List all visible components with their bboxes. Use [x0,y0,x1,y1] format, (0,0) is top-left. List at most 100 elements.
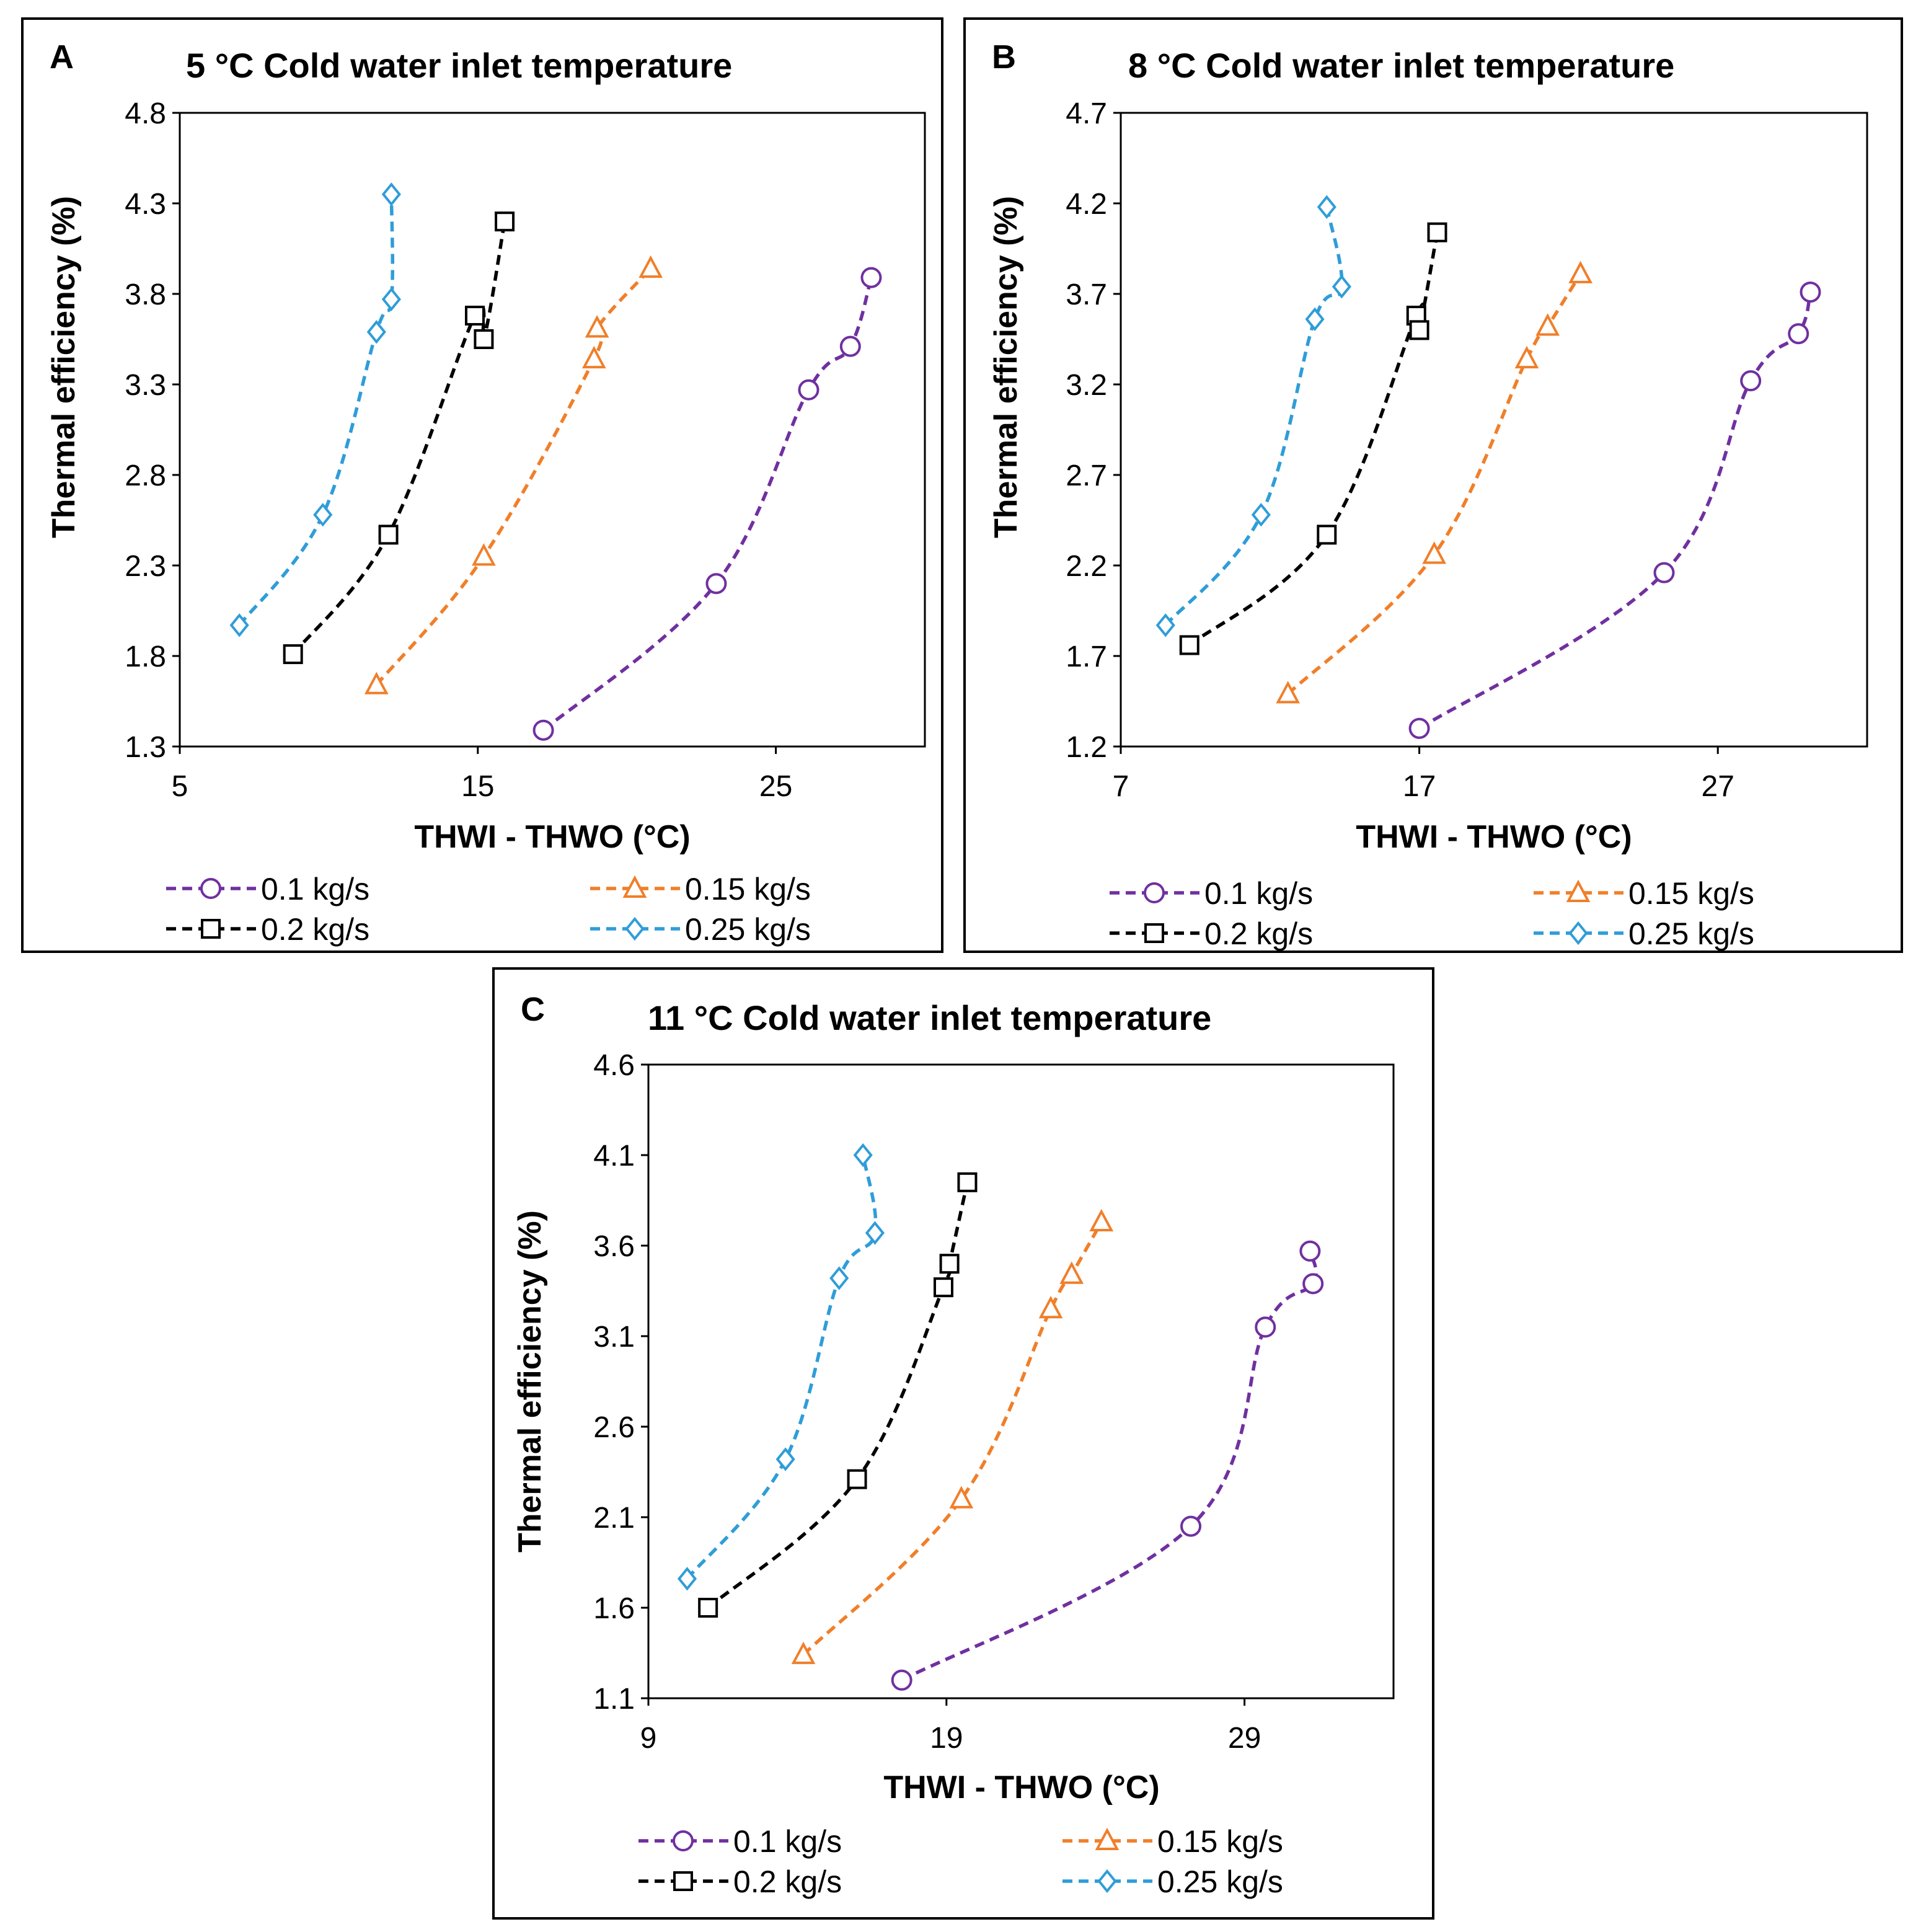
panel-a-plot-area [179,112,926,748]
panel-c-data-point [1038,1295,1063,1319]
panel-c-data-point [957,1172,978,1192]
panel-b-y-tick-label: 4.7 [1066,97,1107,130]
panel-c-legend-marker [1095,1827,1120,1850]
panel-a-data-point [798,379,819,401]
panel-c-series-line [686,1154,878,1580]
panel-a-y-tick-label: 3.8 [125,278,166,311]
panel-b-data-point [1408,717,1430,739]
panel-a-y-tick-label: 1.3 [125,731,166,764]
panel-c-frame [492,967,1434,1920]
panel-c-y-tick-label: 2.1 [593,1502,635,1535]
panel-b-title: 8 °C Cold water inlet temperature [1128,46,1674,85]
panel-b-data-point [1409,320,1429,340]
panel-c-data-point [847,1469,867,1489]
panel-a-legend-item: 0.15 kg/s [590,872,811,906]
panel-c-series-0-25 [677,1143,885,1591]
panel-c-legend-label: 0.25 kg/s [1157,1864,1283,1899]
panel-a-y-tick-label: 1.8 [125,640,166,673]
panel-c-y-tick-label: 1.1 [593,1683,635,1716]
panel-a-x-axis-title: THWI - THWO (°C) [414,819,690,855]
panel-a-legend-marker [201,919,221,939]
panel-a-legend-marker [625,916,645,941]
panel-a-series-line [238,194,395,627]
panel-a-y-tick-label: 3.3 [125,369,166,402]
panel-c-data-point [775,1447,795,1471]
panel-a-data-point [381,287,401,311]
panel-a-y-tick-label: 4.3 [125,188,166,221]
panel-a-data-point [464,306,485,326]
panel-a-y-tick-label: 2.8 [125,459,166,492]
panel-a-legend-item: 0.2 kg/s [166,912,369,947]
panel-b-legend-marker [1144,923,1164,943]
panel-b-x-axis-title: THWI - THWO (°C) [1356,819,1632,855]
panel-b-y-tick-label: 1.7 [1066,640,1107,673]
panel-b-data-point [1568,260,1592,283]
panel-a-data-point [532,719,554,741]
panel-b-y-tick-label: 3.7 [1066,278,1107,311]
panel-a-title: 5 °C Cold water inlet temperature [186,46,732,85]
panel-a-data-point [283,644,303,665]
panel-b-data-point [1179,635,1199,655]
panel-b-y-tick-label: 2.7 [1066,459,1107,492]
panel-a-data-point [229,613,249,637]
panel-b-data-point [1317,195,1336,219]
panel-c-y-tick-label: 3.1 [593,1321,635,1354]
panel-a-series-0-15 [364,255,663,694]
panel-b-data-point [1788,323,1809,345]
panel-b-legend-label: 0.2 kg/s [1204,916,1313,951]
panel-b-data-point [1251,503,1271,527]
panel-a-data-point [378,525,399,545]
panel-c-plot-area [647,1063,1395,1699]
panel-b-y-axis-title: Thermal efficiency (%) [988,196,1024,538]
panel-b-legend-marker [1144,882,1165,903]
panel-c-data-point [939,1254,960,1274]
panel-b-legend-label: 0.1 kg/s [1204,876,1313,911]
panel-b-data-point [1800,281,1821,303]
panel-b-data-point [1276,681,1301,704]
panel-b-plot-area [1120,112,1868,748]
panel-b-letter: B [992,38,1016,76]
panel-c-legend-item: 0.15 kg/s [1062,1824,1283,1859]
panel-b-legend-item: 0.25 kg/s [1534,916,1754,951]
panel-c-series-0-1 [891,1240,1324,1691]
panel-b-x-tick-label: 7 [1113,770,1129,803]
panel-c-y-tick-label: 4.6 [593,1049,635,1082]
panel-c-series-line [901,1251,1318,1682]
panel-a-series-line [291,221,506,655]
panel-c-data-point [865,1221,885,1245]
panel-b-legend-label: 0.25 kg/s [1628,916,1754,951]
panel-c-series-0-15 [791,1208,1114,1664]
panel-b-x-tick-label: 27 [1702,770,1734,803]
panel-c-legend-marker [673,1830,694,1851]
panel-c-data-point [1299,1240,1321,1262]
panel-c-letter: C [521,991,545,1028]
panel-c-series-0-2 [698,1172,978,1618]
panel-a-legend-label: 0.1 kg/s [261,872,369,906]
panel-b-series-0-15 [1276,260,1592,704]
panel-a-y-tick-label: 2.3 [125,550,166,583]
panel-c-y-tick-label: 3.6 [593,1230,635,1263]
panel-c-data-point [791,1641,816,1664]
panel-c-legend-item: 0.25 kg/s [1062,1864,1283,1899]
panel-a-data-point [364,671,389,694]
panel-b-y-tick-label: 1.2 [1066,731,1107,764]
panel-c-legend-label: 0.15 kg/s [1157,1824,1283,1859]
panel-a-data-point [313,503,333,527]
panel-c-data-point [1089,1208,1114,1232]
panel-a-series-0-2 [283,211,515,665]
panel-b-series-0-1 [1408,281,1821,739]
panel-c-x-tick-label: 9 [640,1722,657,1755]
panel-c-y-tick-label: 4.1 [593,1140,635,1172]
panel-b-data-point [1155,613,1175,637]
panel-c-series-line [707,1182,970,1610]
panel-c-legend-marker [1097,1869,1117,1894]
panel-b-series-0-2 [1179,222,1447,655]
panel-b-y-tick-label: 3.2 [1066,369,1107,402]
panel-c-data-point [933,1277,953,1298]
panel-a-y-axis-title: Thermal efficiency (%) [46,196,82,538]
panel-c-data-point [891,1669,912,1691]
panel-c-legend-label: 0.2 kg/s [733,1864,842,1899]
panel-a-data-point [860,267,882,288]
panel-b-data-point [1653,562,1675,583]
